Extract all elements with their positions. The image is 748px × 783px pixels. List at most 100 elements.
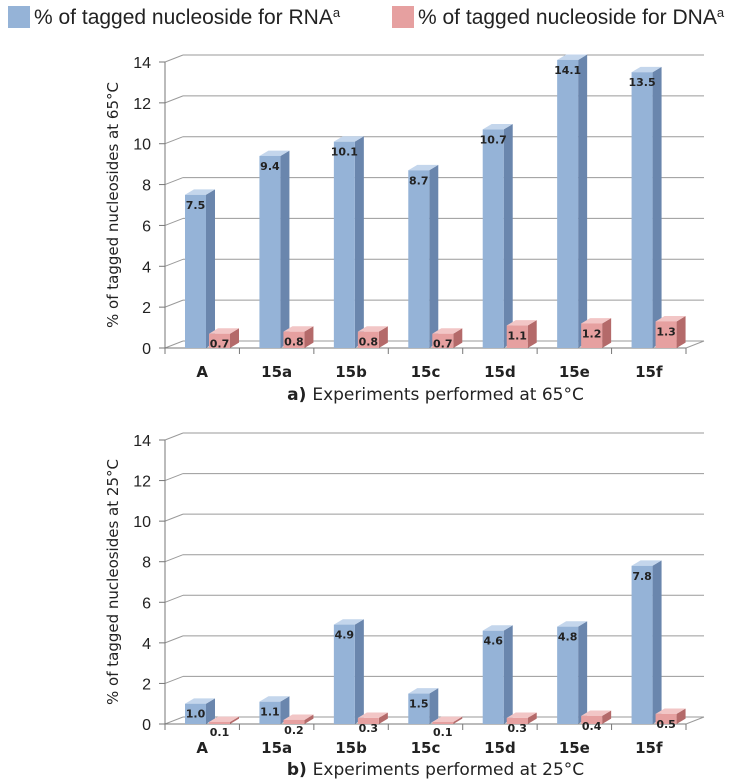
bar-dna-top: [655, 316, 686, 322]
bar-rna-front: [557, 59, 579, 348]
bar-rna-value-label: 10.7: [480, 133, 507, 146]
y-tick-label: 10: [133, 137, 151, 154]
bar-rna-top: [185, 189, 215, 195]
bar-dna-value-label: 0.7: [210, 338, 230, 351]
bar-dna-side: [378, 712, 388, 724]
bar-dna: [357, 712, 388, 724]
bar-rna-top: [259, 696, 290, 702]
floor-edge: [685, 340, 705, 349]
y-tick-label: 6: [142, 218, 151, 235]
bar-dna-top: [209, 716, 239, 722]
x-axis-label-text: Experiments performed at 25°C: [313, 760, 585, 780]
bar-dna-value-label: 0.2: [284, 724, 304, 737]
bar-rna-side: [354, 619, 364, 724]
floor-edge: [685, 716, 705, 725]
bar-dna-value-label: 0.1: [433, 726, 453, 739]
bar-dna-top: [209, 328, 239, 334]
bar-dna-top: [506, 712, 537, 718]
legend-label-dna: % of tagged nucleoside for DNAa: [418, 4, 725, 29]
bar-rna-front: [482, 129, 504, 348]
bar-dna-front: [357, 717, 379, 724]
bar-rna-value-label: 4.6: [483, 635, 503, 648]
bar-rna-front: [631, 565, 653, 724]
bar-dna-top: [357, 326, 388, 332]
bar-rna-front: [259, 701, 281, 724]
bar-dna: [283, 714, 314, 724]
bar-rna-front: [482, 630, 504, 724]
bar-rna: [333, 619, 364, 724]
bar-dna: [209, 716, 239, 724]
bar-rna-front: [333, 141, 355, 348]
bar-dna-value-label: 1.2: [582, 327, 602, 340]
bar-dna-front: [581, 323, 603, 348]
bar-rna-front: [185, 703, 206, 724]
gridline-slant: [164, 675, 184, 684]
bar-rna-side: [429, 164, 439, 348]
bar-dna-front: [283, 331, 305, 348]
bar-rna: [185, 698, 215, 724]
bar-rna-value-label: 8.7: [409, 174, 429, 187]
y-tick-label: 12: [133, 474, 151, 491]
bar-dna-side: [304, 326, 314, 348]
bar-rna: [259, 150, 290, 348]
bar-dna: [209, 328, 239, 348]
bar-dna-front: [506, 717, 528, 724]
bar-rna: [333, 136, 364, 348]
bar-rna-value-label: 10.1: [331, 146, 358, 159]
gridline-slant: [164, 635, 184, 644]
chart-panel-b: 024681012141.00.1A1.10.215a4.90.315b1.50…: [104, 432, 705, 780]
bar-rna-top: [557, 54, 588, 60]
bar-rna-side: [578, 621, 588, 724]
gridline-slant: [164, 432, 184, 441]
y-tick-label: 14: [133, 433, 151, 450]
bar-dna-top: [655, 708, 686, 714]
bar-dna-side: [378, 326, 388, 348]
bar-rna-side: [429, 688, 439, 724]
bar-rna-front: [185, 194, 206, 348]
y-tick-label: 4: [142, 636, 151, 653]
bar-dna-side: [527, 712, 537, 724]
x-tick-label: 15d: [484, 739, 516, 757]
bar-dna: [506, 320, 537, 348]
bar-dna-front: [209, 721, 230, 724]
bar-rna: [408, 688, 439, 724]
bar-rna: [557, 54, 588, 349]
bar-dna-front: [506, 325, 528, 348]
y-axis-label: % of tagged nucleosides at 65°C: [104, 82, 122, 328]
bar-rna-front: [333, 624, 355, 724]
x-tick-label: A: [196, 739, 208, 757]
bar-dna-top: [283, 714, 314, 720]
bar-dna-front: [432, 333, 454, 348]
bar-rna-side: [280, 150, 290, 348]
bar-dna-side: [602, 710, 612, 724]
bar-dna-front: [581, 715, 603, 724]
bar-dna: [655, 708, 686, 724]
bar-dna-side: [304, 714, 314, 724]
bar-rna-top: [482, 625, 513, 631]
bar-rna: [631, 66, 662, 349]
bar-rna-front: [408, 693, 430, 724]
y-tick-label: 14: [133, 55, 151, 72]
gridline-slant: [164, 177, 184, 186]
bar-dna-side: [676, 316, 686, 348]
bar-rna-side: [280, 696, 290, 724]
bar-dna-side: [453, 716, 463, 724]
y-tick-label: 4: [142, 259, 151, 276]
bar-dna-front: [209, 333, 230, 348]
gridline-slant: [164, 217, 184, 226]
bar-dna-value-label: 0.5: [656, 718, 676, 731]
gridline-slant: [164, 554, 184, 563]
gridline-slant: [164, 95, 184, 104]
y-axis-label: % of tagged nucleosides at 25°C: [104, 459, 122, 705]
bar-rna: [408, 164, 439, 348]
bar-dna-front: [432, 721, 454, 724]
y-tick-label: 2: [142, 676, 151, 693]
bar-dna: [506, 712, 537, 724]
bar-dna-top: [506, 320, 537, 326]
bar-dna: [581, 710, 612, 724]
gridline-slant: [164, 258, 184, 267]
bar-rna-top: [631, 66, 662, 73]
bar-dna-front: [283, 719, 305, 724]
bar-dna-side: [527, 320, 537, 348]
y-tick-label: 0: [142, 717, 151, 734]
